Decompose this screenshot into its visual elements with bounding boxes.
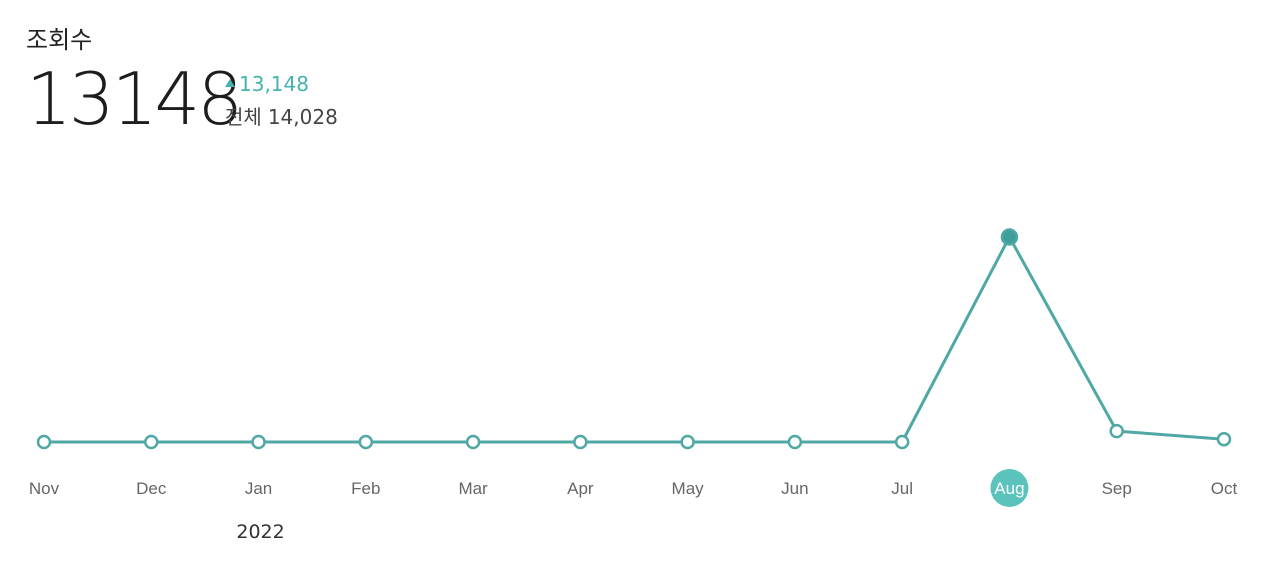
data-point-apr[interactable] (573, 434, 588, 450)
delta-value: 13,148 (239, 72, 309, 96)
x-tick-label-jan[interactable]: Jan (245, 479, 272, 498)
metric-value: 13148 (26, 57, 243, 141)
data-point-may[interactable] (680, 434, 695, 450)
data-point-feb[interactable] (358, 434, 374, 450)
data-point-jun[interactable] (787, 434, 803, 450)
x-tick-label-may[interactable]: May (672, 479, 705, 498)
x-tick-label-dec[interactable]: Dec (136, 479, 167, 498)
total-value: 14,028 (267, 105, 338, 129)
selected-month-highlight (990, 469, 1029, 507)
data-point-mar[interactable] (465, 434, 481, 450)
delta-row: 13,148 (225, 70, 309, 98)
data-point-jul[interactable] (894, 434, 910, 450)
data-point-dec[interactable] (144, 434, 159, 450)
data-point-sep[interactable] (1109, 423, 1124, 439)
data-point-jan[interactable] (251, 434, 266, 450)
triangle-up-icon (225, 79, 235, 87)
x-tick-label-feb[interactable]: Feb (351, 479, 380, 498)
x-tick-label-nov[interactable]: Nov (29, 479, 60, 498)
x-tick-label-jul[interactable]: Jul (891, 479, 913, 498)
series-line (44, 235, 1225, 444)
data-point-oct[interactable] (1216, 431, 1232, 447)
x-tick-label-oct[interactable]: Oct (1211, 479, 1238, 498)
x-tick-label-aug[interactable]: Aug (994, 479, 1024, 498)
x-tick-label-apr[interactable]: Apr (567, 479, 594, 498)
data-point-aug[interactable] (1000, 228, 1019, 246)
data-point-nov[interactable] (36, 434, 52, 450)
x-tick-label-sep[interactable]: Sep (1102, 479, 1132, 498)
total-label: 전체 (225, 105, 262, 129)
year-label: 2022 (236, 521, 284, 543)
metric-title: 조회수 (26, 26, 93, 54)
x-tick-label-mar[interactable]: Mar (458, 479, 488, 498)
x-tick-label-jun[interactable]: Jun (781, 479, 808, 498)
total-row: 전체 14,028 (225, 103, 338, 131)
